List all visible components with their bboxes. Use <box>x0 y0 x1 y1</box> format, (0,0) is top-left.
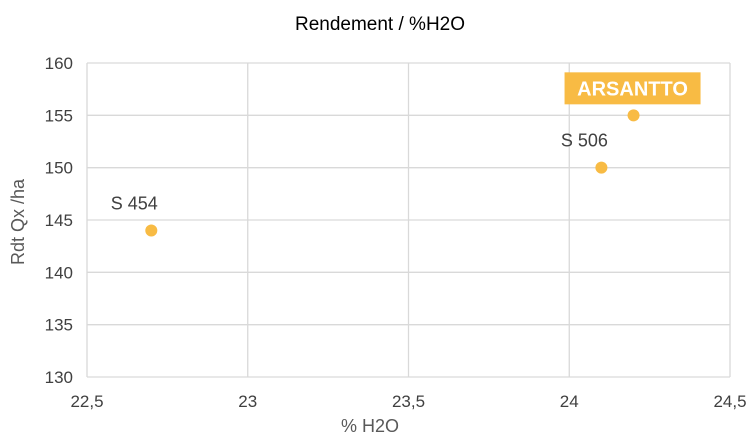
x-tick-label: 23,5 <box>392 392 425 411</box>
x-axis-label: % H2O <box>341 416 399 436</box>
data-point <box>595 161 608 174</box>
data-point <box>145 224 158 237</box>
x-tick-label: 24 <box>560 392 579 411</box>
chart-title: Rendement / %H2O <box>295 14 465 35</box>
data-point <box>627 109 640 122</box>
y-tick-label: 140 <box>45 263 73 282</box>
y-tick-label: 135 <box>45 316 73 335</box>
data-point-label: S 454 <box>111 193 158 213</box>
y-tick-label: 145 <box>45 211 73 230</box>
x-tick-label: 24,5 <box>713 392 746 411</box>
y-tick-label: 130 <box>45 368 73 387</box>
data-points: S 454 S 506 ARSANTTO <box>111 72 701 237</box>
highlight-label-box <box>564 72 701 105</box>
data-point-label: S 506 <box>561 131 608 151</box>
x-tick-labels: 22,5 23 23,5 24 24,5 <box>70 392 746 411</box>
x-tick-label: 23 <box>238 392 257 411</box>
grid-layer <box>86 62 731 378</box>
y-tick-label: 160 <box>45 54 73 73</box>
y-tick-labels: 130 135 140 145 150 155 160 <box>45 54 73 387</box>
y-axis-label: Rdt Qx /ha <box>8 178 28 265</box>
data-point-label: ARSANTTO <box>577 78 688 100</box>
y-tick-label: 155 <box>45 106 73 125</box>
x-tick-label: 22,5 <box>70 392 103 411</box>
y-tick-label: 150 <box>45 159 73 178</box>
